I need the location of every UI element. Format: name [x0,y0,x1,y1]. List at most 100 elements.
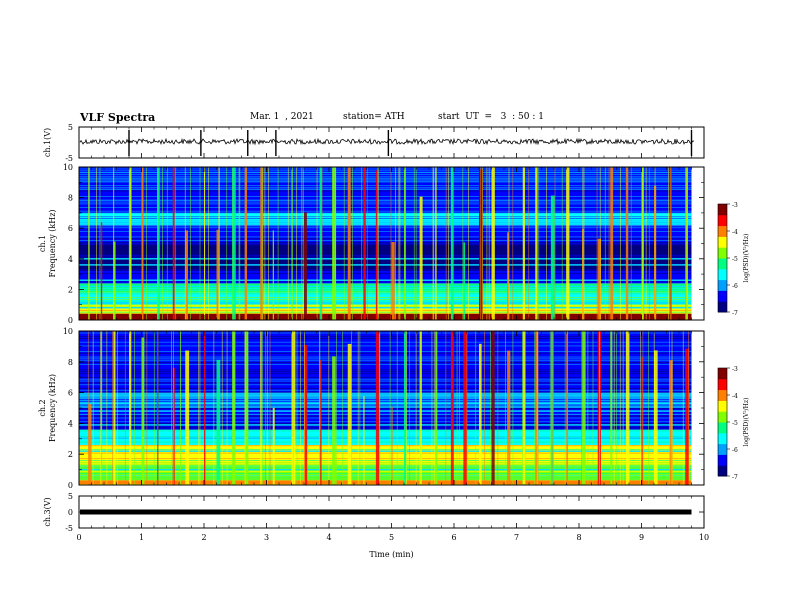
band [79,313,692,320]
texture-row [79,298,692,300]
colorbar-cell [718,422,727,425]
sferic [260,331,262,485]
colorbar-cell [718,258,727,261]
sferic-minor [497,331,499,485]
texture-row [79,315,692,317]
sferic [566,331,569,485]
colorbar-cell [718,310,727,313]
colorbar-cell [718,249,727,252]
colorbar-cell [718,377,727,380]
colorbar-cell [718,440,727,443]
texture-row [79,375,692,376]
sferic-minor [619,331,621,485]
ch1-trace [79,137,695,146]
sferic-minor [113,167,115,320]
texture-row [79,276,692,278]
sferic-minor [287,167,289,320]
colorbar-cell [718,396,727,400]
sferic-minor [445,331,447,485]
colorbar-tick-label: -4 [732,229,738,236]
texture-row [79,482,692,484]
y-tick-label: 0 [68,481,73,490]
y-tick-label: 2 [68,450,73,459]
texture-row [79,382,692,384]
colorbar-cell [718,259,727,263]
x-tick-label: 5 [389,533,394,542]
texture-row [79,465,692,467]
sferic [141,337,145,485]
texture-row [79,236,692,238]
sferic-minor [226,331,228,485]
colorbar-cell [718,216,727,219]
sferic [463,242,466,320]
sferic [610,167,614,320]
colorbar-cell [718,301,727,304]
texture-row [79,439,692,441]
texture-row [79,174,692,175]
colorbar-cell [718,223,727,227]
sferic [291,167,293,320]
colorbar-cell [718,225,727,228]
texture-row [79,225,692,227]
sferic [216,229,219,320]
sferic [654,350,658,485]
sferic-minor [395,167,396,320]
sferic-minor [232,167,234,320]
colorbar-cell [718,432,727,436]
sferic-minor [630,167,632,320]
sferic [685,167,688,320]
narrowband-line [79,279,692,281]
texture-row [79,208,692,210]
texture-row [79,172,692,174]
sferic [204,167,206,320]
texture-row [79,280,692,282]
texture-row [79,332,692,334]
sferic [157,167,160,320]
sferic [391,241,395,320]
no-data-region [691,167,704,320]
sferic-minor [100,331,102,485]
sferic-minor [581,331,582,485]
texture-row [79,271,692,273]
texture-row [79,428,692,430]
y-tick-label: 5 [68,492,73,501]
colorbar-cell [718,220,727,223]
colorbar-cell [718,214,727,218]
sferic [304,344,308,485]
texture-row [79,349,692,351]
colorbar-cell [718,276,727,279]
sferic-minor [536,331,538,485]
sferic-minor [116,331,118,485]
texture-row [79,341,692,343]
sferic-minor [162,167,163,320]
sferic-minor [486,167,488,320]
sferic-minor [587,331,589,485]
colorbar-cell [718,386,727,389]
sferic-minor [266,331,268,485]
sferic-minor [528,167,530,320]
colorbar-tick-label: -3 [732,366,738,373]
texture-row [79,223,692,225]
texture-row [79,397,692,399]
sferic-minor [304,331,305,485]
sferic-minor [239,167,241,320]
texture-row [79,415,692,417]
sferic-minor [619,167,621,320]
texture-row [79,275,692,276]
sferic-minor [336,331,337,485]
sferic [304,212,307,320]
sferic-minor [406,331,407,485]
texture-row [79,300,692,302]
texture-row [79,317,692,319]
sferic-minor [409,331,411,485]
sferic [582,331,586,485]
sferic-minor [92,331,94,485]
colorbar-cell [718,436,727,439]
texture-row [79,476,692,478]
texture-row [79,417,692,419]
sferic-minor [233,331,235,485]
sferic-minor [357,331,359,485]
sferic-minor [244,331,246,485]
ch3-trace [80,509,692,515]
texture-row [79,434,692,436]
